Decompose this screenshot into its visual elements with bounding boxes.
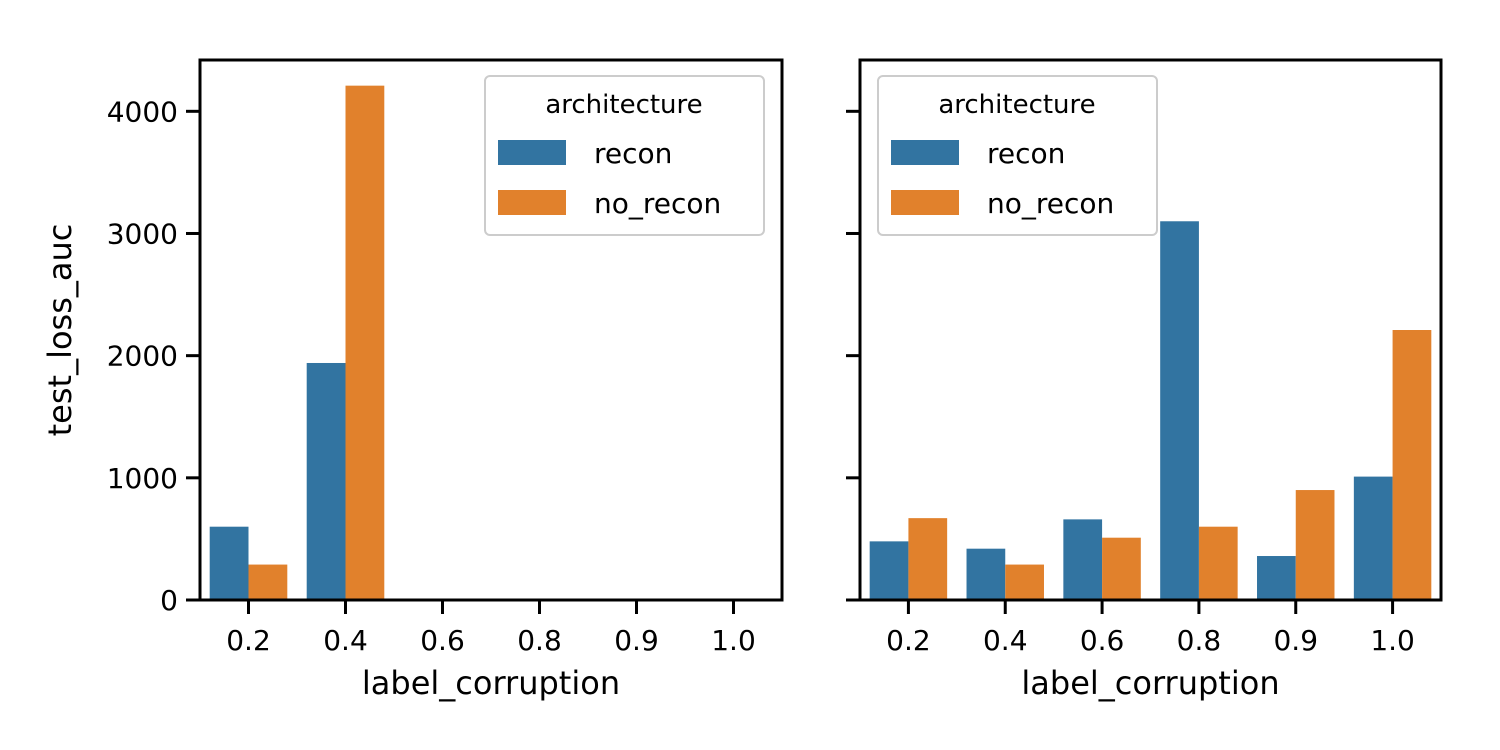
legend-title: architecture	[545, 90, 702, 120]
x-tick-label: 0.8	[1177, 624, 1222, 657]
bar-no_recon-0_2	[908, 518, 948, 600]
bar-recon-0_4	[966, 548, 1006, 600]
legend-label-recon: recon	[987, 137, 1065, 170]
legend-swatch-no_recon	[498, 190, 566, 215]
bar-no_recon-1_0	[1392, 330, 1432, 600]
bar-no_recon-0_4	[1005, 564, 1044, 600]
legend-swatch-no_recon	[891, 190, 959, 215]
legend-swatch-recon	[498, 140, 566, 165]
legend: architecture recon no_recon	[484, 75, 765, 236]
bar-recon-0_8	[1160, 221, 1199, 600]
legend-title: architecture	[938, 90, 1095, 120]
bar-no_recon-0_6	[1102, 537, 1141, 600]
x-tick-label: 0.9	[614, 624, 659, 657]
chart-panel-2: 0.2 0.4 0.6 0.8 0.9 1.0 label_corruption archit…	[846, 58, 1443, 702]
x-tick-label: 0.8	[517, 624, 562, 657]
x-axis-label: label_corruption	[1021, 664, 1279, 702]
bar-recon-0_4	[306, 362, 346, 600]
x-tick-label: 0.2	[886, 624, 931, 657]
y-axis-label: test_loss_auc	[41, 224, 79, 437]
plot-frame	[198, 58, 784, 602]
x-tick-label: 1.0	[1370, 624, 1415, 657]
y-tick-label: 0	[160, 584, 178, 617]
legend-label-no_recon: no_recon	[594, 187, 721, 220]
y-tick-label: 1000	[107, 462, 178, 495]
y-tick-label: 3000	[107, 217, 178, 250]
x-tick-label: 1.0	[711, 624, 756, 657]
plot-frame	[858, 58, 1443, 602]
legend-label-no_recon: no_recon	[987, 187, 1114, 220]
y-tick-label: 4000	[107, 95, 178, 128]
x-tick-label: 0.6	[1080, 624, 1125, 657]
chart-panel-1: 0 1000 2000 3000 4000 0.2 0.4 0.6 0.8 0.9 1.0 label…	[41, 58, 784, 702]
y-tick-label: 2000	[107, 340, 178, 373]
x-tick-label: 0.2	[226, 624, 271, 657]
legend-swatch-recon	[891, 140, 959, 165]
bar-recon-0_6	[1063, 519, 1103, 600]
x-tick-label: 0.9	[1273, 624, 1318, 657]
bar-recon-0_2	[209, 526, 249, 600]
bar-no_recon-0_4	[345, 85, 385, 600]
legend: architecture recon no_recon	[877, 75, 1158, 236]
x-tick-label: 0.6	[420, 624, 465, 657]
x-tick-label: 0.4	[983, 624, 1028, 657]
bar-recon-0_9	[1257, 556, 1296, 600]
x-axis-label: label_corruption	[362, 664, 620, 702]
x-tick-label: 0.4	[323, 624, 368, 657]
bar-no_recon-0_2	[248, 564, 288, 600]
bar-no_recon-0_9	[1295, 490, 1335, 600]
bar-recon-1_0	[1353, 476, 1393, 600]
bar-no_recon-0_8	[1198, 526, 1238, 600]
legend-label-recon: recon	[594, 137, 672, 170]
bar-recon-0_2	[869, 541, 909, 600]
